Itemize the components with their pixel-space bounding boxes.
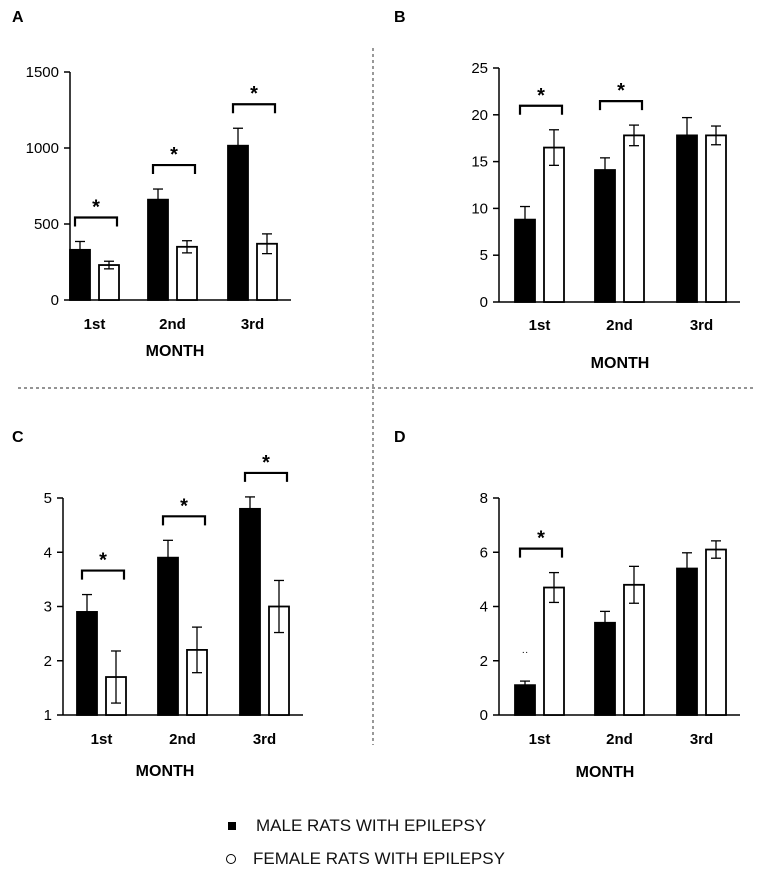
- significance-star: *: [617, 80, 625, 102]
- y-tick-label: 1: [44, 707, 52, 724]
- legend-marker-male: [228, 822, 236, 830]
- y-tick-label: 25: [471, 60, 488, 77]
- male-bar-1st: [76, 611, 98, 716]
- female-bar-1st: [543, 146, 565, 303]
- male-bar-3rd: [676, 567, 698, 716]
- x-axis-label: MONTH: [136, 763, 195, 780]
- y-tick-label: 2: [480, 653, 488, 670]
- legend-item-male: MALE RATS WITH EPILEPSY: [226, 816, 486, 836]
- y-tick-label: 2: [44, 653, 52, 670]
- significance-bracket: [518, 104, 564, 115]
- significance-bracket: [231, 103, 277, 114]
- x-tick-label: 1st: [84, 316, 106, 333]
- significance-star: *: [537, 528, 545, 550]
- female-bar-1st: [543, 586, 565, 716]
- male-bar-2nd: [594, 621, 616, 716]
- panel-letter: C: [12, 429, 24, 446]
- panel-letter: D: [394, 429, 406, 446]
- female-bar-3rd: [705, 548, 727, 716]
- legend-marker-female: [226, 854, 236, 864]
- y-tick-label: 10: [471, 200, 488, 217]
- x-tick-label: 3rd: [241, 316, 264, 333]
- significance-star: *: [262, 452, 270, 474]
- female-bar-2nd: [176, 245, 198, 301]
- significance-bracket: [243, 471, 289, 482]
- significance-star: *: [170, 144, 178, 166]
- y-tick-label: 8: [480, 490, 488, 507]
- legend-item-female: FEMALE RATS WITH EPILEPSY: [226, 849, 505, 869]
- annotation-mark: ··: [522, 647, 529, 658]
- male-bar-3rd: [239, 507, 261, 716]
- legend-label-female: FEMALE RATS WITH EPILEPSY: [253, 849, 505, 868]
- x-tick-label: 1st: [529, 317, 551, 334]
- significance-star: *: [537, 85, 545, 107]
- male-bar-2nd: [157, 556, 179, 716]
- x-tick-label: 2nd: [606, 731, 633, 748]
- significance-bracket: [73, 216, 119, 227]
- significance-bracket: [598, 99, 644, 111]
- significance-bracket: [161, 515, 207, 526]
- y-tick-label: 500: [34, 216, 59, 233]
- significance-bracket: [518, 547, 564, 558]
- panel-d: D 0 2 4 6 8 1st * 2nd 3rd ·· MONTH: [394, 429, 740, 781]
- x-axis-label: MONTH: [146, 343, 205, 360]
- y-tick-label: 0: [480, 294, 488, 311]
- significance-star: *: [99, 550, 107, 572]
- significance-star: *: [250, 83, 258, 105]
- y-tick-label: 4: [480, 599, 488, 616]
- legend-label-male: MALE RATS WITH EPILEPSY: [256, 816, 487, 835]
- y-tick-label: 1000: [26, 140, 59, 157]
- x-tick-label: 3rd: [253, 731, 276, 748]
- male-bar-3rd: [676, 134, 698, 303]
- x-axis-label: MONTH: [576, 764, 635, 781]
- male-bar-2nd: [147, 198, 169, 301]
- y-tick-label: 3: [44, 599, 52, 616]
- x-axis-label: MONTH: [591, 355, 650, 372]
- x-tick-label: 2nd: [606, 317, 633, 334]
- panel-letter: A: [12, 9, 24, 26]
- male-bar-1st: [69, 248, 91, 301]
- y-tick-label: 6: [480, 544, 488, 561]
- y-tick-label: 0: [51, 292, 59, 309]
- female-bar-2nd: [623, 134, 645, 303]
- male-bar-3rd: [227, 144, 249, 301]
- y-tick-label: 20: [471, 107, 488, 124]
- significance-star: *: [92, 196, 100, 218]
- y-tick-label: 1500: [26, 64, 59, 81]
- x-tick-label: 3rd: [690, 731, 713, 748]
- y-tick-label: 0: [480, 707, 488, 724]
- y-tick-label: 15: [471, 154, 488, 171]
- female-bar-2nd: [623, 583, 645, 716]
- male-bar-1st: [514, 218, 536, 303]
- male-bar-1st: [514, 684, 536, 716]
- panel-c: C 1 2 3 4 5 1st * 2nd * 3rd * MONTH: [12, 429, 303, 780]
- panel-b: B 0 5 10 15 20 25 1st * 2nd * 3rd MONTH: [394, 9, 740, 372]
- x-tick-label: 1st: [91, 731, 113, 748]
- x-tick-label: 3rd: [690, 317, 713, 334]
- x-tick-label: 1st: [529, 731, 551, 748]
- chart-panels: A0500100015001st*2nd*3rd*MONTHB051015202…: [12, 9, 740, 781]
- female-bar-3rd: [705, 134, 727, 303]
- significance-bracket: [151, 163, 197, 175]
- panel-letter: B: [394, 9, 406, 26]
- y-tick-label: 4: [44, 544, 52, 561]
- y-tick-label: 5: [44, 490, 52, 507]
- y-tick-label: 5: [480, 247, 488, 264]
- significance-star: *: [180, 495, 188, 517]
- panel-a: A 0 500 1000 1500 1st * 2nd * 3rd * MONTH: [12, 9, 291, 360]
- x-tick-label: 2nd: [159, 316, 186, 333]
- female-bar-1st: [98, 264, 120, 301]
- significance-bracket: [80, 569, 126, 580]
- x-tick-label: 2nd: [169, 731, 196, 748]
- male-bar-2nd: [594, 169, 616, 303]
